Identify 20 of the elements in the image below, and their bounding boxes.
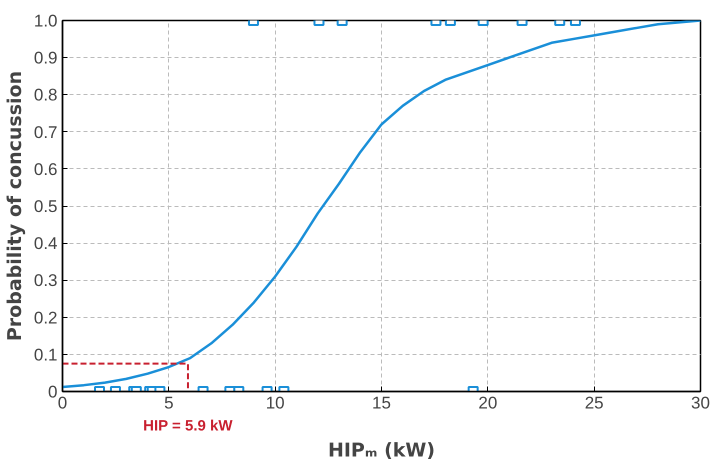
- y-tick-label: 0.4: [34, 234, 58, 254]
- line-series: [62, 20, 700, 388]
- y-tick-label: 0.1: [34, 345, 58, 364]
- y-tick-label: 0.3: [34, 271, 58, 290]
- x-tick-label: 10: [266, 394, 285, 412]
- y-tick-label: 0.5: [34, 197, 58, 216]
- x-tick-label: 5: [164, 394, 174, 412]
- y-tick-label: 0.7: [34, 122, 58, 142]
- y-tick-label: 1.0: [34, 12, 58, 30]
- x-axis-title: HIPₘ (kW): [328, 440, 436, 462]
- y-tick-label: 0.6: [34, 160, 58, 179]
- y-tick-label: 0.8: [34, 86, 58, 105]
- x-tick-label: 20: [478, 394, 498, 412]
- x-tick-label: 30: [691, 394, 710, 412]
- x-tick-label: 25: [584, 394, 604, 412]
- y-axis-title: Probability of concussion: [4, 70, 26, 342]
- x-tick-label: 15: [372, 394, 391, 412]
- text: HIP = 5.9 kW: [143, 418, 234, 434]
- y-tick-label: 0.2: [34, 308, 58, 328]
- y-tick-label: 0.9: [34, 48, 58, 68]
